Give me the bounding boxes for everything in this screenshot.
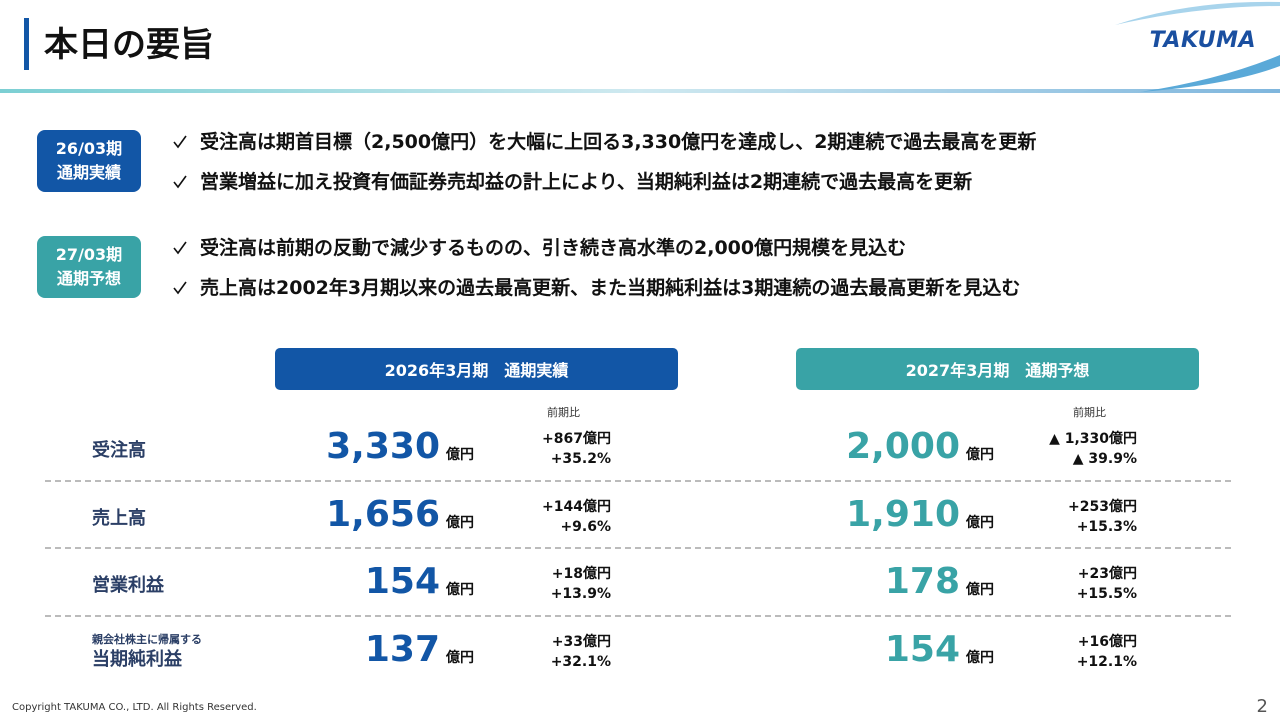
row-label: 営業利益 — [92, 575, 164, 596]
title-accent — [24, 18, 29, 70]
badge-line: 26/03期 — [55, 139, 123, 158]
unit: 億円 — [966, 582, 994, 598]
copyright: Copyright TAKUMA CO., LTD. All Rights Re… — [12, 702, 257, 713]
period-badge: 27/03期 通期予想 — [37, 236, 141, 298]
change-percent: +35.2% — [550, 451, 611, 467]
change-amount: +18億円 — [551, 566, 611, 582]
bullet-text: 受注高は期首目標（2,500億円）を大幅に上回る3,330億円を達成し、2期連続… — [200, 131, 1037, 153]
change-percent: +13.9% — [550, 586, 611, 602]
change-percent: +9.6% — [560, 519, 611, 535]
column-header: 2027年3月期 通期予想 — [796, 348, 1199, 390]
badge-line: 27/03期 — [55, 245, 123, 264]
bullet-text: 営業増益に加え投資有価証券売却益の計上により、当期純利益は2期連続で過去最高を更… — [200, 171, 973, 193]
change-amount: +16億円 — [1077, 634, 1137, 650]
compare-label: 前期比 — [1073, 406, 1106, 419]
value: 154 — [364, 561, 440, 602]
row-sublabel: 親会社株主に帰属する — [92, 633, 202, 646]
value: 3,330 — [326, 426, 440, 467]
unit: 億円 — [446, 515, 474, 531]
change-percent: +12.1% — [1076, 654, 1137, 670]
value: 2,000 — [846, 426, 960, 467]
unit: 億円 — [446, 650, 474, 666]
unit: 億円 — [966, 515, 994, 531]
change-amount: +253億円 — [1068, 499, 1137, 515]
unit: 億円 — [446, 447, 474, 463]
header-rule — [0, 89, 1280, 93]
bullet-text: 売上高は2002年3月期以来の過去最高更新、また当期純利益は3期連続の過去最高更… — [200, 277, 1021, 299]
value: 154 — [884, 629, 960, 670]
value: 178 — [884, 561, 960, 602]
badge-line: 通期予想 — [56, 269, 121, 288]
value: 137 — [364, 629, 440, 670]
row-label: 受注高 — [92, 440, 146, 461]
row-label: 売上高 — [92, 508, 146, 529]
check-icon — [173, 281, 187, 295]
check-icon — [173, 241, 187, 255]
column-header: 2026年3月期 通期実績 — [275, 348, 678, 390]
change-percent: +32.1% — [550, 654, 611, 670]
unit: 億円 — [446, 582, 474, 598]
change-amount: +23億円 — [1077, 566, 1137, 582]
badge-line: 通期実績 — [56, 163, 121, 182]
change-amount: +144億円 — [542, 499, 611, 515]
change-amount: ▲ 1,330億円 — [1049, 431, 1137, 447]
change-amount: +33億円 — [551, 634, 611, 650]
check-icon — [173, 175, 187, 189]
slide-title: 本日の要旨 — [44, 25, 214, 65]
change-percent: ▲ 39.9% — [1072, 451, 1137, 467]
value: 1,910 — [846, 494, 960, 535]
change-amount: +867億円 — [542, 431, 611, 447]
change-percent: +15.3% — [1076, 519, 1137, 535]
logo-swoosh — [1140, 55, 1280, 92]
bullet-text: 受注高は前期の反動で減少するものの、引き続き高水準の2,000億円規模を見込む — [200, 237, 907, 259]
value: 1,656 — [326, 494, 440, 535]
period-badge: 26/03期 通期実績 — [37, 130, 141, 192]
logo-swoosh — [1115, 1, 1280, 25]
row-label: 当期純利益 — [92, 649, 182, 670]
unit: 億円 — [966, 650, 994, 666]
page-number: 2 — [1256, 696, 1268, 717]
logo: TAKUMA — [1149, 28, 1256, 53]
change-percent: +15.5% — [1076, 586, 1137, 602]
check-icon — [173, 135, 187, 149]
compare-label: 前期比 — [547, 406, 580, 419]
unit: 億円 — [966, 447, 994, 463]
